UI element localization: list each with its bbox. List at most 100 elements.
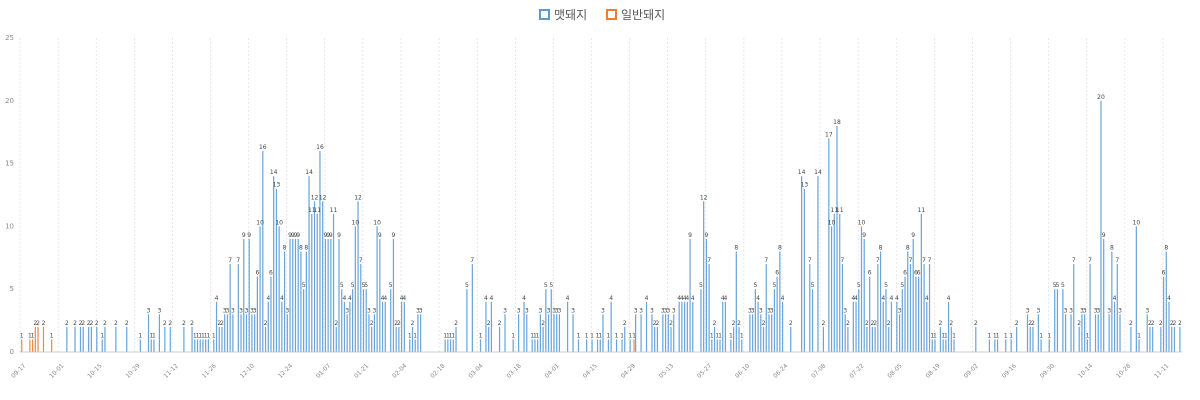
bar-series-1 xyxy=(730,339,732,352)
data-label: 3 xyxy=(767,307,771,314)
data-label: 11 xyxy=(836,207,844,214)
data-label: 4 xyxy=(781,295,785,302)
bar-series-1 xyxy=(656,326,659,352)
data-label: 3 xyxy=(601,307,605,314)
data-label: 7 xyxy=(808,257,812,264)
data-label: 4 xyxy=(522,295,526,302)
data-label: 4 xyxy=(680,295,684,302)
bar-series-1 xyxy=(1116,264,1118,352)
bar-series-1 xyxy=(256,276,258,352)
x-tick-label: 09-30 xyxy=(1039,362,1056,379)
bar-series-1 xyxy=(1097,314,1099,352)
y-tick-label: 0 xyxy=(10,348,14,356)
bar-series-1 xyxy=(809,264,811,352)
data-label: 9 xyxy=(329,232,333,239)
bar-series-1 xyxy=(395,326,397,352)
bar-series-1 xyxy=(1113,301,1116,352)
bar-series-1 xyxy=(488,326,490,352)
data-label: 14 xyxy=(270,169,278,176)
bar-series-1 xyxy=(278,226,280,352)
data-label: 1 xyxy=(530,332,534,339)
bar-series-1 xyxy=(602,314,604,352)
x-tick-label: 10-28 xyxy=(1115,362,1132,379)
bar-series-1 xyxy=(915,276,917,352)
data-label: 5 xyxy=(465,282,469,289)
bar-series-1 xyxy=(1119,314,1121,352)
y-axis: 0 5 10 15 20 25 xyxy=(5,34,14,356)
data-label: 11 xyxy=(918,207,926,214)
data-label: 1 xyxy=(206,332,210,339)
data-label: 3 xyxy=(555,307,559,314)
data-label: 7 xyxy=(228,257,232,264)
data-label: 3 xyxy=(245,307,249,314)
bar-series-1 xyxy=(635,314,637,352)
bar-series-1 xyxy=(455,326,457,352)
bar-series-1 xyxy=(243,238,245,352)
bar-series-1 xyxy=(749,314,751,352)
x-tick-label: 02-04 xyxy=(391,362,408,379)
bar-series-1 xyxy=(830,226,833,352)
data-label: 9 xyxy=(291,232,295,239)
data-label: 9 xyxy=(296,232,300,239)
bar-series-1 xyxy=(735,251,737,352)
bar-series-1 xyxy=(368,314,370,352)
data-label: 8 xyxy=(304,245,308,252)
bar-series-1 xyxy=(858,289,860,352)
data-label: 3 xyxy=(157,307,161,314)
data-label: 9 xyxy=(911,232,915,239)
bar-series-1 xyxy=(398,326,400,352)
bar-series-1 xyxy=(874,326,876,352)
y-tick-label: 15 xyxy=(5,160,14,168)
bar-series-1 xyxy=(373,314,375,352)
data-label: 1 xyxy=(212,332,216,339)
bar-series-2 xyxy=(34,326,36,352)
data-label: 1 xyxy=(533,332,537,339)
data-label: 2 xyxy=(887,320,891,327)
data-label: 3 xyxy=(1107,307,1111,314)
bar-series-1 xyxy=(232,314,234,352)
bar-series-1 xyxy=(400,301,403,352)
bar-series-1 xyxy=(1062,289,1064,352)
bar-series-1 xyxy=(975,326,977,352)
data-label: 4 xyxy=(683,295,687,302)
bar-series-1 xyxy=(1108,314,1110,352)
data-label: 2 xyxy=(498,320,502,327)
bar-series-1 xyxy=(556,314,558,352)
data-label: 4 xyxy=(348,295,352,302)
bar-series-1 xyxy=(738,326,740,352)
data-label: 3 xyxy=(1094,307,1098,314)
bar-series-1 xyxy=(996,339,999,352)
bar-series-1 xyxy=(79,326,82,352)
data-label: 4 xyxy=(1113,295,1117,302)
data-label: 3 xyxy=(666,307,670,314)
data-label: 8 xyxy=(1110,245,1114,252)
bar-series-1 xyxy=(74,326,76,352)
bar-series-1 xyxy=(692,301,694,352)
data-label: 1 xyxy=(413,332,417,339)
bar-series-1 xyxy=(939,326,942,352)
data-label: 7 xyxy=(707,257,711,264)
x-tick-label: 10-29 xyxy=(124,362,141,379)
data-label: 2 xyxy=(1173,320,1177,327)
data-label: 8 xyxy=(1164,245,1168,252)
data-label: 8 xyxy=(299,245,303,252)
data-label: 3 xyxy=(1118,307,1122,314)
data-label: 3 xyxy=(226,307,230,314)
bar-series-1 xyxy=(191,326,193,352)
bar-series-1 xyxy=(1100,100,1102,352)
bar-series-1 xyxy=(888,326,890,352)
bar-series-1 xyxy=(126,326,128,352)
bar-series-1 xyxy=(270,276,272,352)
x-axis: 09-17 10-01 10-15 10-29 11-12 11-26 12-10 12-24… xyxy=(10,351,1182,380)
data-label: 11 xyxy=(830,207,838,214)
bar-series-1 xyxy=(860,226,863,352)
bar-series-1 xyxy=(629,339,631,352)
bar-series-1 xyxy=(833,213,835,352)
data-label: 3 xyxy=(367,307,371,314)
data-label: 1 xyxy=(628,332,632,339)
bar-series-1 xyxy=(1032,326,1034,352)
data-label: 4 xyxy=(890,295,894,302)
data-label: 1 xyxy=(536,332,540,339)
bar-series-1 xyxy=(262,151,264,352)
bar-series-1 xyxy=(662,314,664,352)
